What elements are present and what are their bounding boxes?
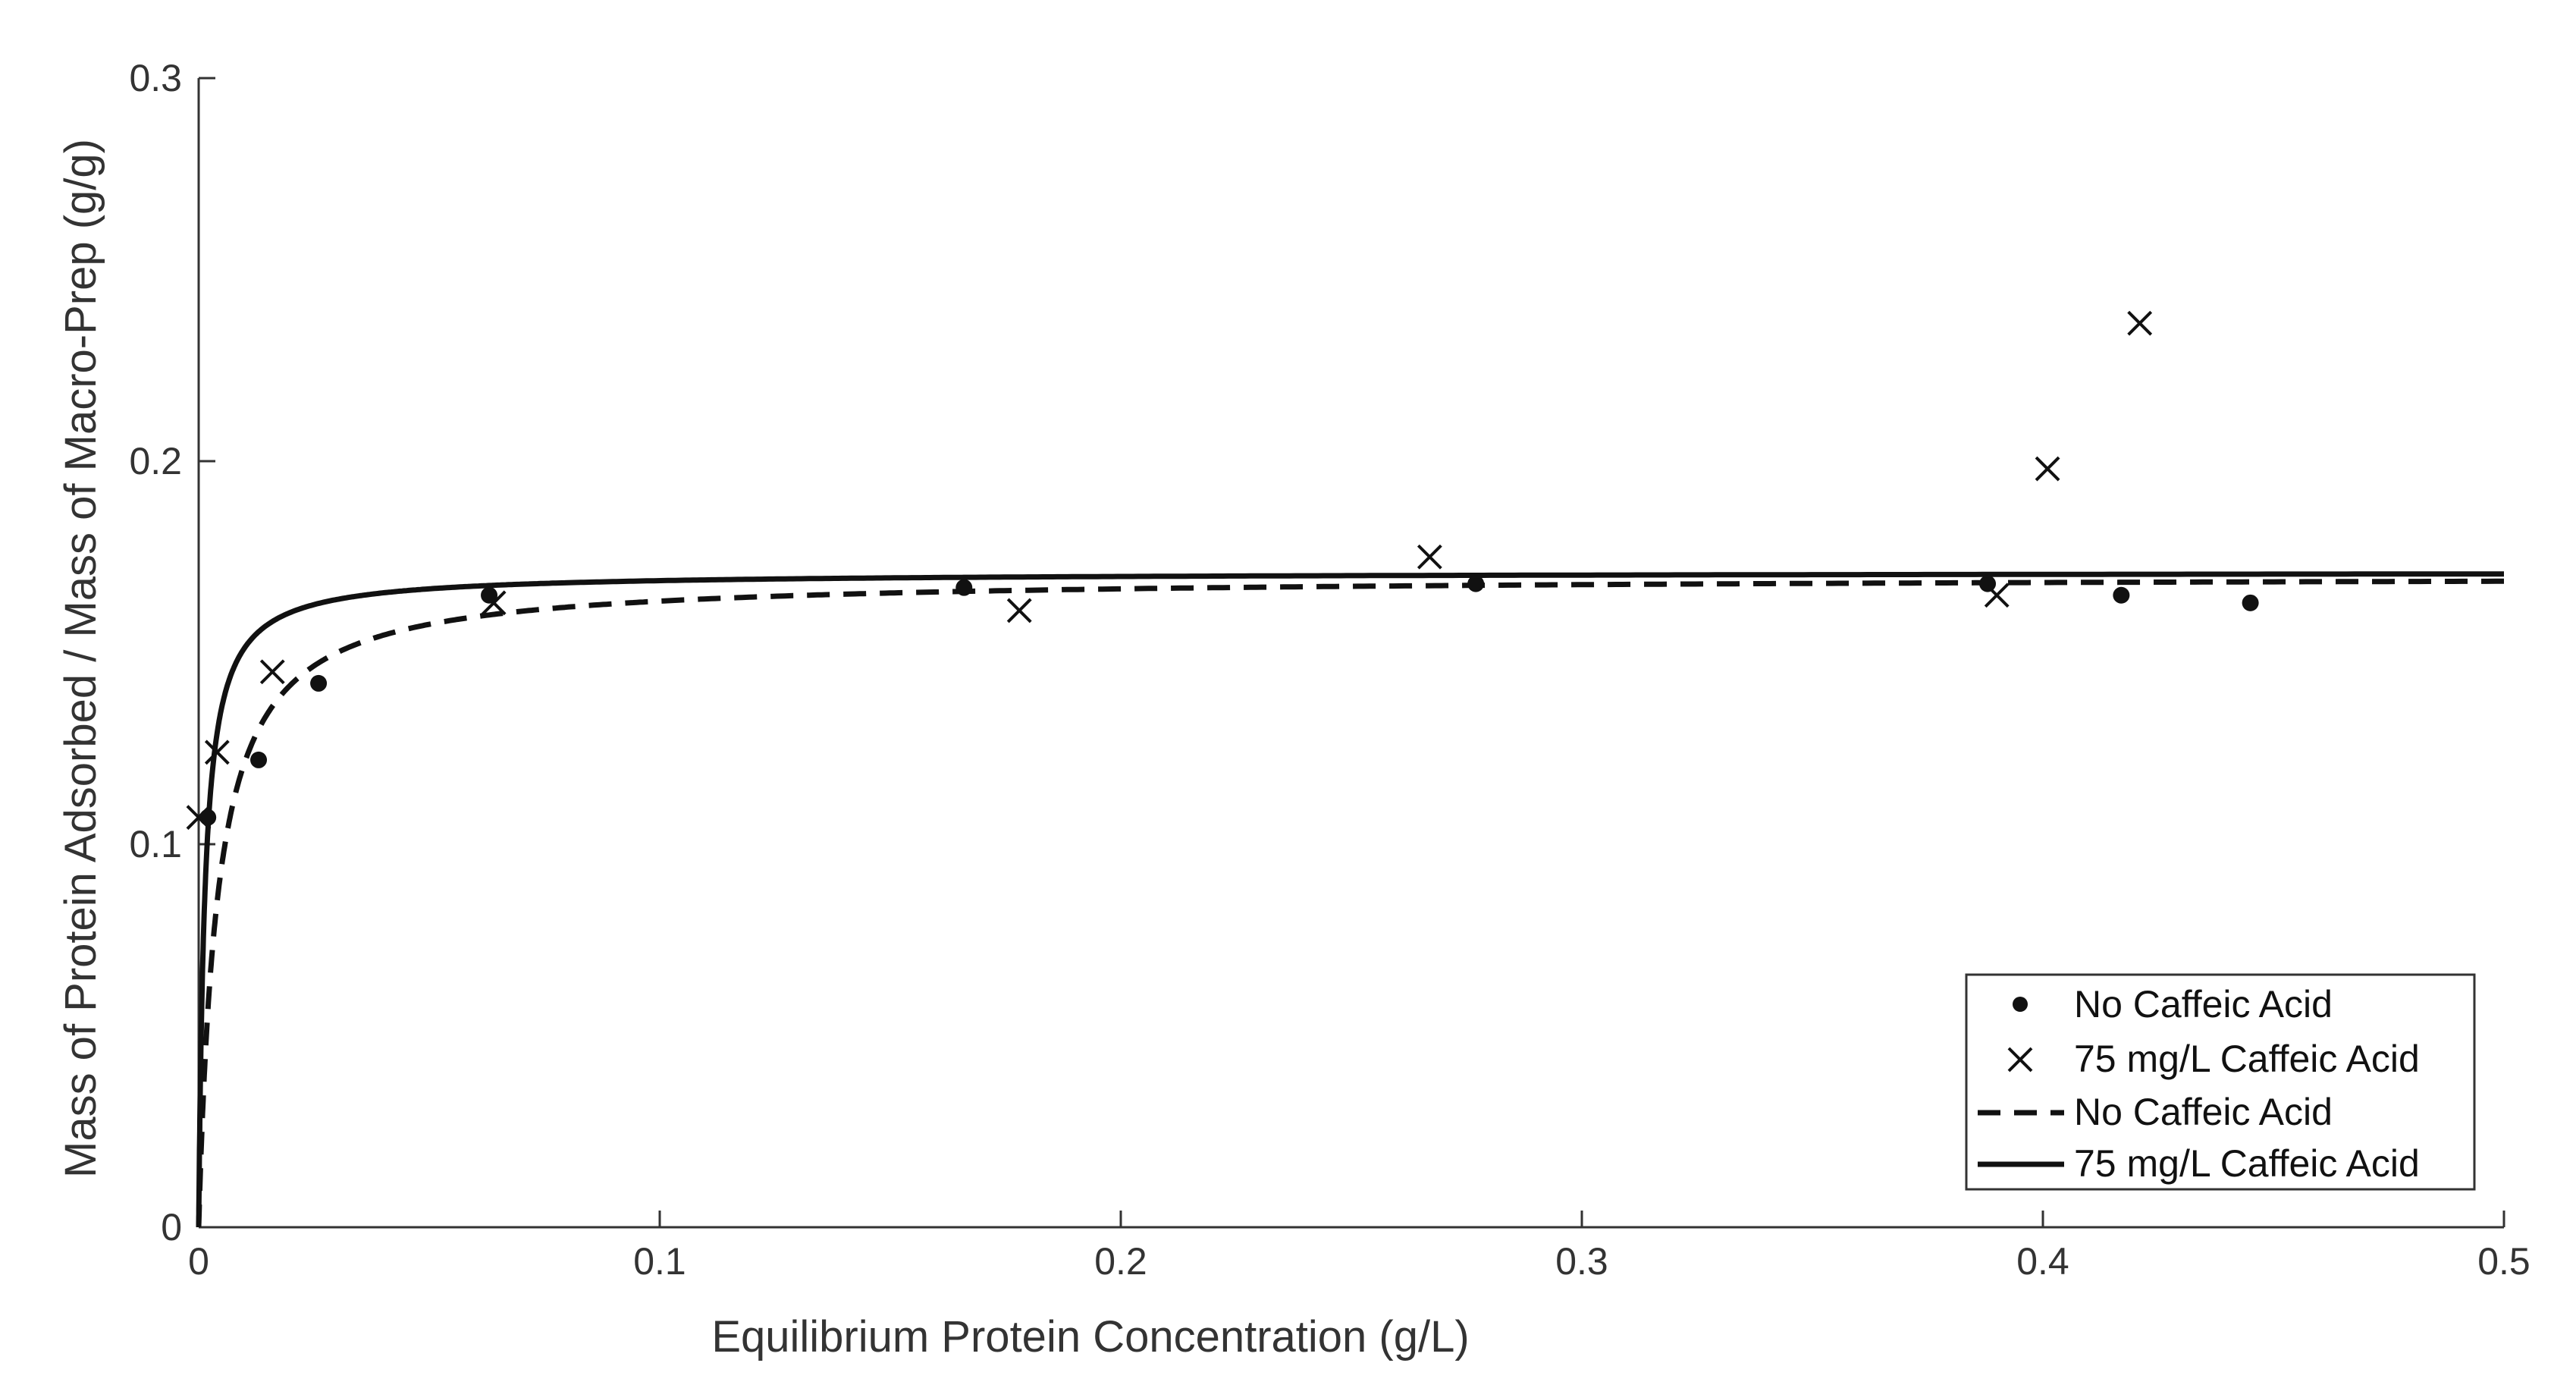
- legend-cross-icon: [2007, 1047, 2033, 1073]
- cross-stroke: [481, 590, 507, 616]
- data-point-no-caffeic-acid: [955, 579, 973, 596]
- data-point-caffeic-acid: [1006, 598, 1032, 623]
- cross-stroke: [204, 740, 230, 765]
- x-tick-label: 0.3: [1555, 1240, 1608, 1283]
- x-tick-label: 0.5: [2477, 1240, 2531, 1283]
- legend-box: [1965, 973, 2476, 1191]
- legend-dot-icon: [2013, 997, 2028, 1012]
- data-point-no-caffeic-acid: [250, 751, 268, 768]
- y-tick-label: 0.1: [129, 823, 182, 865]
- cross-stroke: [2127, 310, 2153, 336]
- data-point-no-caffeic-acid: [481, 586, 498, 604]
- y-tick-label: 0: [161, 1206, 182, 1248]
- data-point-caffeic-acid: [1984, 583, 2010, 608]
- x-axis-ticks: 0 0.1 0.2 0.3 0.4 0.5: [188, 1211, 2531, 1283]
- data-point-no-caffeic-acid: [2242, 594, 2259, 611]
- y-tick-label: 0.3: [129, 57, 182, 99]
- data-point-no-caffeic-acid: [310, 674, 328, 692]
- legend: No Caffeic Acid 75 mg/L Caffeic Acid No …: [1965, 973, 2476, 1191]
- legend-label-no-caffeic-markers: No Caffeic Acid: [2074, 983, 2333, 1025]
- x-tick-label: 0: [188, 1240, 209, 1283]
- x-axis-label: Equilibrium Protein Concentration (g/L): [711, 1312, 1469, 1361]
- y-axis-label: Mass of Protein Adsorbed / Mass of Macro…: [56, 139, 105, 1178]
- y-tick-label: 0.2: [129, 440, 182, 482]
- cross-stroke: [259, 659, 285, 685]
- cross-stroke: [186, 805, 212, 831]
- data-point-caffeic-acid: [2035, 456, 2060, 482]
- x-tick-label: 0.1: [633, 1240, 686, 1283]
- data-point-caffeic-acid: [204, 740, 230, 765]
- legend-label-caffeic-line: 75 mg/L Caffeic Acid: [2074, 1142, 2420, 1185]
- cross-stroke: [1984, 583, 2010, 608]
- data-point-caffeic-acid: [481, 590, 507, 616]
- data-point-no-caffeic-acid: [199, 809, 217, 826]
- fit-line-caffeic-acid: [196, 571, 2504, 1230]
- fit-line-no-caffeic-acid: [196, 578, 2504, 1230]
- data-point-no-caffeic-acid: [1979, 575, 1997, 592]
- x-tick-label: 0.4: [2016, 1240, 2069, 1283]
- x-tick-label: 0.2: [1094, 1240, 1147, 1283]
- legend-label-no-caffeic-line: No Caffeic Acid: [2074, 1091, 2333, 1133]
- data-point-caffeic-acid: [1417, 544, 1442, 570]
- cross-stroke: [1417, 544, 1442, 570]
- data-markers: [186, 310, 2259, 831]
- fit-lines: [196, 571, 2504, 1230]
- data-point-no-caffeic-acid: [2113, 586, 2130, 604]
- data-point-caffeic-acid: [259, 659, 285, 685]
- legend-label-caffeic-markers: 75 mg/L Caffeic Acid: [2074, 1038, 2420, 1080]
- data-point-no-caffeic-acid: [1467, 575, 1485, 592]
- data-point-caffeic-acid: [186, 805, 212, 831]
- cross-stroke: [1006, 598, 1032, 623]
- cross-stroke: [2035, 456, 2060, 482]
- data-point-caffeic-acid: [2127, 310, 2153, 336]
